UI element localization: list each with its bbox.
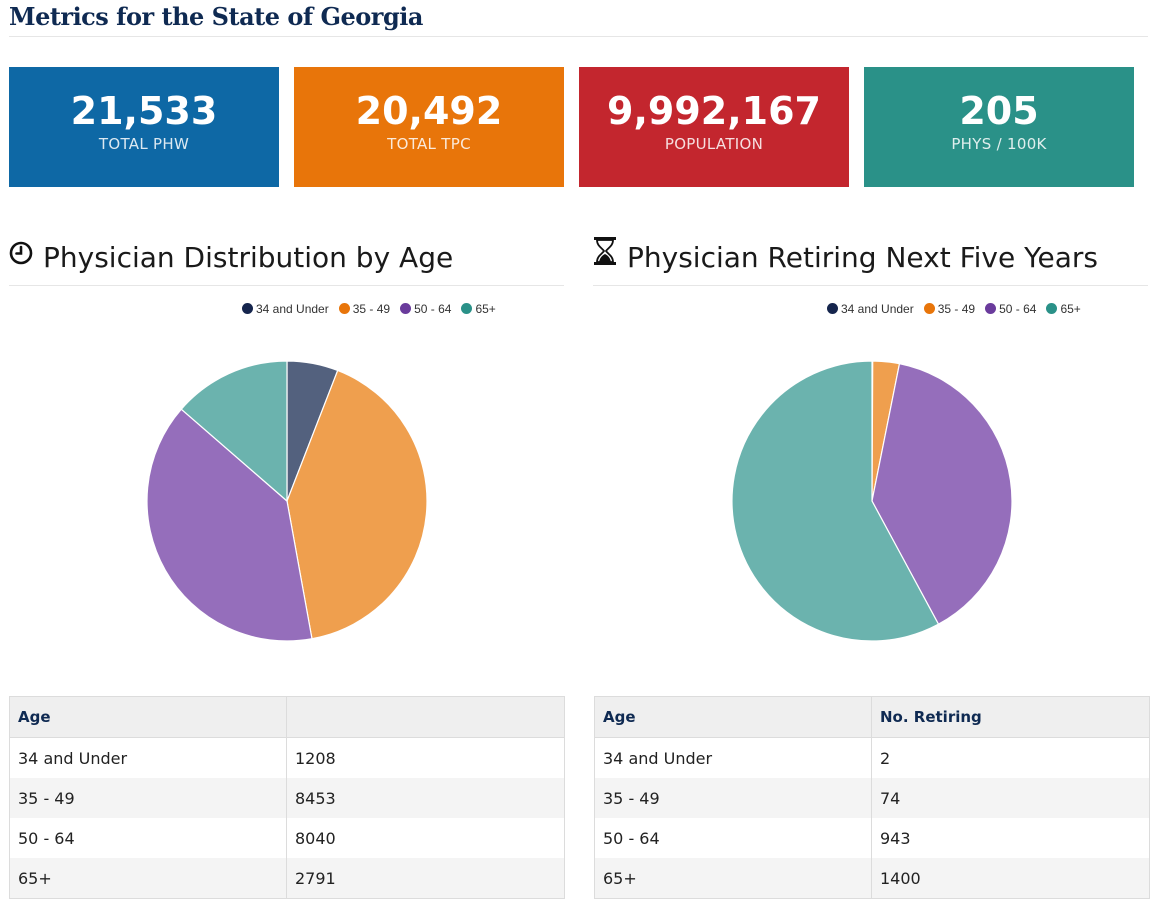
page-title: Metrics for the State of Georgia [9,2,423,31]
retiring-table: Age No. Retiring 34 and Under 2 35 - 49 74… [594,696,1150,899]
pie-slice-65[interactable] [731,360,940,642]
table-cell: 35 - 49 [9,778,287,818]
table-cell: 50 - 64 [594,818,872,858]
section-title-retiring: Physician Retiring Next Five Years [593,236,1098,278]
legend-item[interactable]: 65+ [461,302,496,316]
table-cell: 1400 [871,858,1150,899]
stat-label: TOTAL TPC [387,135,471,153]
column-header-count [286,696,565,738]
legend-dot [985,303,997,315]
stat-label: PHYS / 100K [951,135,1047,153]
legend-item[interactable]: 34 and Under [242,302,329,316]
table-cell: 65+ [9,858,287,899]
section-title-text: Physician Distribution by Age [43,241,454,274]
chart-legend-left: 34 and Under 35 - 49 50 - 64 65+ [242,302,506,320]
table-cell: 2 [871,737,1150,778]
table-row: 65+ 2791 [9,858,565,899]
pie-slice-65[interactable] [180,360,288,503]
legend-dot [461,303,473,315]
legend-item[interactable]: 35 - 49 [923,302,976,316]
table-cell: 34 and Under [594,737,872,778]
table-row: 34 and Under 1208 [9,737,565,778]
legend-item[interactable]: 50 - 64 [985,302,1036,316]
legend-item[interactable]: 65+ [1046,302,1081,316]
legend-dot [400,303,412,315]
age-distribution-table: Age 34 and Under 1208 35 - 49 8453 50 - 64… [9,696,565,899]
table-cell: 943 [871,818,1150,858]
stat-label: POPULATION [664,135,764,153]
legend-label: 50 - 64 [999,302,1037,316]
legend-item[interactable]: 34 and Under [827,302,914,316]
section-divider [593,285,1148,286]
legend-label: 35 - 49 [352,302,391,316]
stat-value: 9,992,167 [607,89,821,133]
table-cell: 2791 [286,858,565,899]
stat-value: 21,533 [70,89,218,133]
column-header-no-retiring: No. Retiring [871,696,1150,738]
table-cell: 74 [871,778,1150,818]
column-header-age: Age [9,696,287,738]
title-divider [9,36,1148,37]
legend-dot [338,303,350,315]
table-cell: 1208 [286,737,565,778]
pie-slice-50-64[interactable] [871,363,1013,626]
column-header-age: Age [594,696,872,738]
section-title-age-distribution: Physician Distribution by Age [9,238,453,278]
section-title-text: Physician Retiring Next Five Years [627,241,1098,274]
pie-chart-retiring [731,360,1013,642]
stat-value: 205 [959,89,1039,133]
table-row: 35 - 49 74 [594,778,1150,818]
stat-tile-population: 9,992,167 POPULATION [579,67,849,187]
table-cell: 65+ [594,858,872,899]
chart-legend-right: 34 and Under 35 - 49 50 - 64 65+ [827,302,1091,320]
section-divider [9,285,564,286]
stat-tile-total-phw: 21,533 TOTAL PHW [9,67,279,187]
clock-icon [9,236,33,276]
legend-label: 65+ [1060,302,1081,316]
pie-slice-35-49[interactable] [286,369,428,640]
stat-tile-phys-per-100k: 205 PHYS / 100K [864,67,1134,187]
stat-label: TOTAL PHW [98,135,190,153]
table-row: 35 - 49 8453 [9,778,565,818]
table-cell: 34 and Under [9,737,287,778]
legend-dot [1046,303,1058,315]
table-cell: 50 - 64 [9,818,287,858]
table-row: 65+ 1400 [594,858,1150,899]
stat-value: 20,492 [355,89,503,133]
table-cell: 35 - 49 [594,778,872,818]
legend-label: 34 and Under [841,302,914,316]
hourglass-icon [593,236,617,276]
table-row: 50 - 64 943 [594,818,1150,858]
stat-tile-total-tpc: 20,492 TOTAL TPC [294,67,564,187]
table-cell: 8453 [286,778,565,818]
table-cell: 8040 [286,818,565,858]
table-row: 34 and Under 2 [594,737,1150,778]
pie-chart-age-distribution [146,360,428,642]
legend-label: 34 and Under [256,302,329,316]
legend-dot [923,303,935,315]
legend-item[interactable]: 50 - 64 [400,302,451,316]
legend-label: 65+ [475,302,496,316]
legend-dot [827,303,838,315]
legend-item[interactable]: 35 - 49 [338,302,391,316]
pie-slice-50-64[interactable] [146,408,313,642]
legend-label: 35 - 49 [937,302,976,316]
legend-dot [242,303,253,315]
legend-label: 50 - 64 [414,302,452,316]
table-row: 50 - 64 8040 [9,818,565,858]
